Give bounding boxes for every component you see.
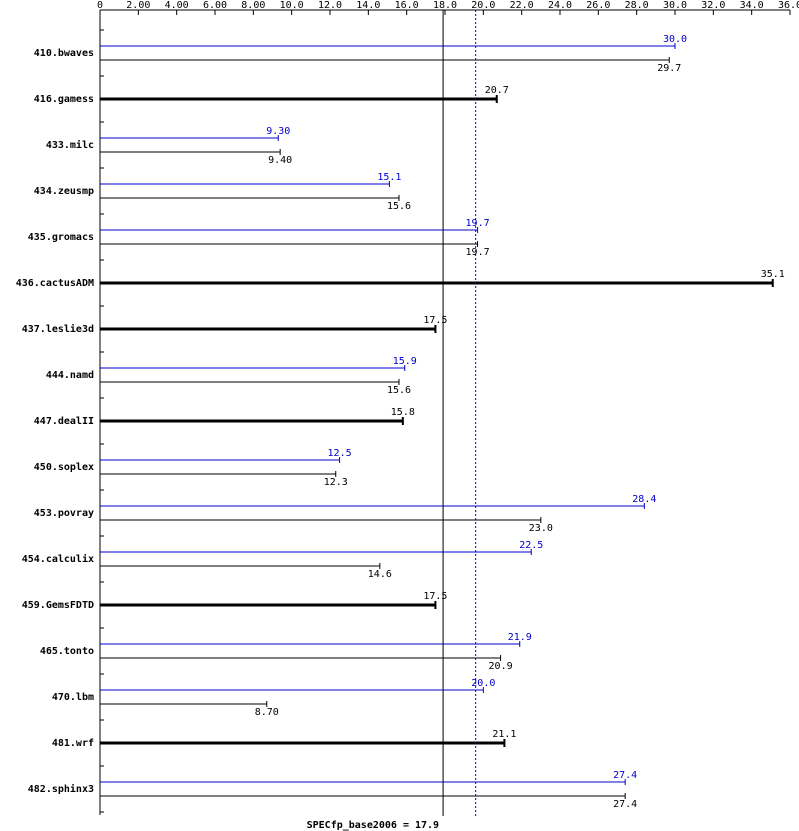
axis-tick-label: 0	[97, 0, 103, 11]
base-value-label: 29.7	[657, 63, 681, 74]
axis-tick-label: 6.00	[203, 0, 227, 11]
axis-tick-label: 14.0	[356, 0, 380, 11]
base-value-label: 20.7	[485, 85, 509, 96]
benchmark-label: 444.namd	[46, 370, 94, 381]
benchmark-label: 470.lbm	[52, 692, 94, 703]
peak-value-label: 15.9	[393, 356, 417, 367]
base-value-label: 17.5	[423, 315, 447, 326]
base-value-label: 17.5	[423, 591, 447, 602]
base-value-label: 19.7	[466, 247, 490, 258]
base-value-label: 9.40	[268, 155, 292, 166]
axis-tick-label: 2.00	[126, 0, 150, 11]
base-value-label: 35.1	[761, 269, 785, 280]
benchmark-label: 416.gamess	[34, 94, 94, 105]
benchmark-label: 465.tonto	[40, 646, 94, 657]
benchmark-label: 410.bwaves	[34, 48, 94, 59]
peak-value-label: 27.4	[613, 770, 637, 781]
peak-value-label: 22.5	[519, 540, 543, 551]
base-value-label: 23.0	[529, 523, 553, 534]
benchmark-label: 436.cactusADM	[16, 278, 94, 289]
axis-tick-label: 16.0	[395, 0, 419, 11]
base-value-label: 21.1	[492, 729, 516, 740]
axis-tick-label: 20.0	[471, 0, 495, 11]
peak-value-label: 12.5	[328, 448, 352, 459]
base-value-label: 15.6	[387, 201, 411, 212]
benchmark-label: 434.zeusmp	[34, 186, 94, 197]
benchmark-label: 437.leslie3d	[22, 323, 94, 335]
peak-value-label: 21.9	[508, 632, 532, 643]
benchmark-label: 481.wrf	[52, 738, 94, 749]
benchmark-label: 482.sphinx3	[28, 783, 94, 795]
axis-tick-label: 28.0	[625, 0, 649, 11]
benchmark-label: 459.GemsFDTD	[22, 600, 94, 611]
axis-tick-label: 22.0	[510, 0, 534, 11]
base-value-label: 15.6	[387, 385, 411, 396]
axis-tick-label: 8.00	[241, 0, 265, 11]
base-value-label: 27.4	[613, 799, 637, 810]
peak-value-label: 15.1	[377, 172, 401, 183]
axis-tick-label: 36.0	[778, 0, 799, 11]
reference-label: SPECfp_base2006 = 17.9	[307, 820, 439, 831]
axis-tick-label: 30.0	[663, 0, 687, 11]
base-value-label: 20.9	[489, 661, 513, 672]
base-value-label: 15.8	[391, 407, 415, 418]
benchmark-label: 454.calculix	[22, 553, 94, 565]
axis-tick-label: 26.0	[586, 0, 610, 11]
axis-tick-label: 4.00	[165, 0, 189, 11]
benchmark-label: 435.gromacs	[28, 232, 94, 243]
axis-tick-label: 34.0	[740, 0, 764, 11]
base-value-label: 14.6	[368, 569, 392, 580]
axis-tick-label: 24.0	[548, 0, 572, 11]
peak-value-label: 9.30	[266, 126, 290, 137]
peak-value-label: 20.0	[471, 678, 495, 689]
axis-tick-label: 32.0	[701, 0, 725, 11]
peak-value-label: 28.4	[632, 494, 656, 505]
benchmark-label: 447.dealII	[34, 416, 94, 427]
axis-tick-label: 12.0	[318, 0, 342, 11]
benchmark-label: 453.povray	[34, 508, 94, 519]
benchmark-label: 433.milc	[46, 139, 94, 151]
axis-tick-label: 18.0	[433, 0, 457, 11]
benchmark-label: 450.soplex	[34, 462, 94, 473]
base-value-label: 12.3	[324, 477, 348, 488]
spec-chart: 0 2.00 4.00 6.00 8.00 10.0 12.0 14.0 16.0 18.0 20.…	[0, 0, 799, 831]
peak-value-label: 19.7	[466, 218, 490, 229]
peak-value-label: 30.0	[663, 34, 687, 45]
axis-tick-label: 10.0	[280, 0, 304, 11]
base-value-label: 8.70	[255, 707, 279, 718]
